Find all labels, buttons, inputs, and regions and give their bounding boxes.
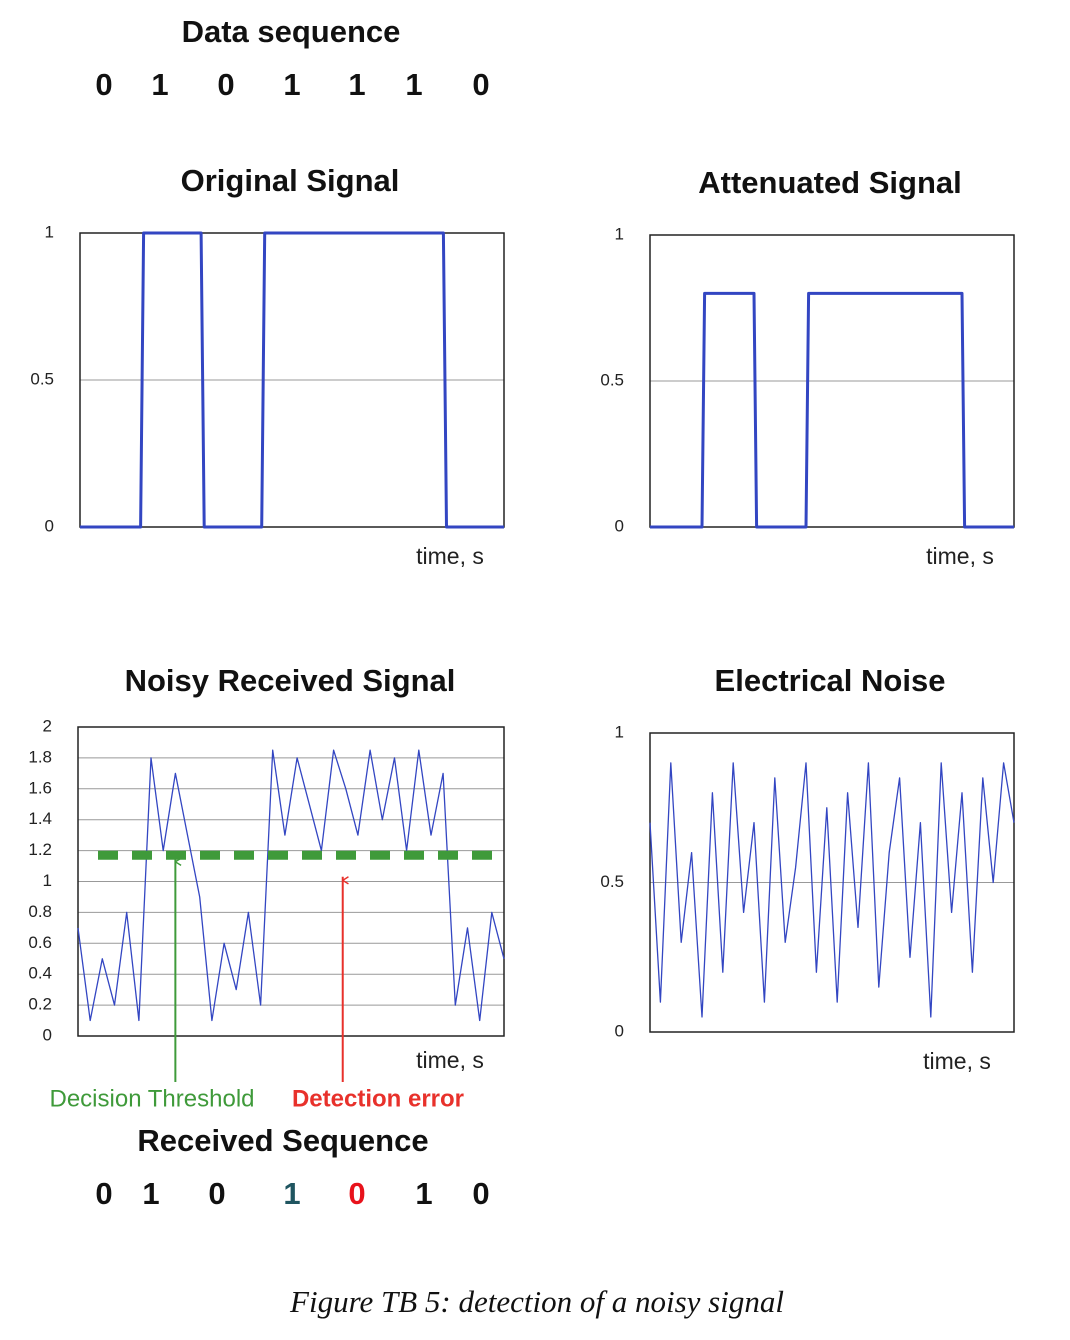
received-digit: 0 — [95, 1176, 112, 1211]
y-tick-label: 0.2 — [28, 995, 52, 1014]
data-digit: 1 — [405, 67, 422, 102]
signal-line — [80, 231, 504, 529]
y-tick-label: 0.4 — [28, 964, 52, 983]
data-digit: 1 — [151, 67, 168, 102]
y-tick-label: 0 — [43, 1025, 52, 1044]
signal-line — [650, 291, 1014, 529]
chart-title: Attenuated Signal — [698, 165, 962, 200]
data-digit: 1 — [283, 67, 300, 102]
received-digit: 1 — [142, 1176, 159, 1211]
x-axis-label: time, s — [416, 543, 484, 569]
y-tick-label: 0.5 — [30, 369, 54, 388]
data-digit: 0 — [95, 67, 112, 102]
received-digit: 0 — [348, 1176, 365, 1211]
received-digit: 1 — [283, 1176, 300, 1211]
signal-line — [77, 749, 505, 1022]
received-sequence-title: Received Sequence — [137, 1123, 428, 1158]
data-digit: 1 — [348, 67, 365, 102]
chart-title: Noisy Received Signal — [125, 663, 456, 698]
y-tick-label: 0 — [615, 1021, 624, 1040]
y-tick-label: 1.2 — [28, 840, 52, 859]
y-tick-label: 1 — [43, 871, 52, 890]
y-tick-label: 0 — [45, 516, 54, 535]
received-digit: 0 — [472, 1176, 489, 1211]
y-tick-label: 0.8 — [28, 902, 52, 921]
received-digit: 1 — [415, 1176, 432, 1211]
plot-frame — [649, 732, 1015, 1033]
y-tick-label: 1 — [615, 722, 624, 741]
x-axis-label: time, s — [923, 1048, 991, 1074]
data-digit: 0 — [217, 67, 234, 102]
data-digit: 0 — [472, 67, 489, 102]
chart-title: Electrical Noise — [715, 663, 946, 698]
y-tick-label: 0 — [615, 516, 624, 535]
y-tick-label: 0.5 — [600, 370, 624, 389]
y-tick-label: 1.6 — [28, 778, 52, 797]
y-tick-label: 2 — [43, 716, 52, 735]
plot-frame — [649, 234, 1015, 528]
chart-title: Original Signal — [181, 163, 400, 198]
y-tick-label: 0.6 — [28, 933, 52, 952]
y-tick-label: 0.5 — [600, 872, 624, 891]
x-axis-label: time, s — [416, 1047, 484, 1073]
y-tick-label: 1 — [45, 222, 54, 241]
x-axis-label: time, s — [926, 543, 994, 569]
annotation-label: Detection error — [292, 1085, 464, 1112]
signal-line — [649, 762, 1015, 1018]
received-digit: 0 — [208, 1176, 225, 1211]
y-tick-label: 1.8 — [28, 747, 52, 766]
threshold-label: Decision Threshold — [50, 1085, 255, 1112]
y-tick-label: 1.4 — [28, 809, 52, 828]
y-tick-label: 1 — [615, 224, 624, 243]
caption: Figure TB 5: detection of a noisy signal — [289, 1284, 784, 1319]
plot-frame — [77, 726, 505, 1037]
data-sequence-title: Data sequence — [182, 14, 401, 49]
